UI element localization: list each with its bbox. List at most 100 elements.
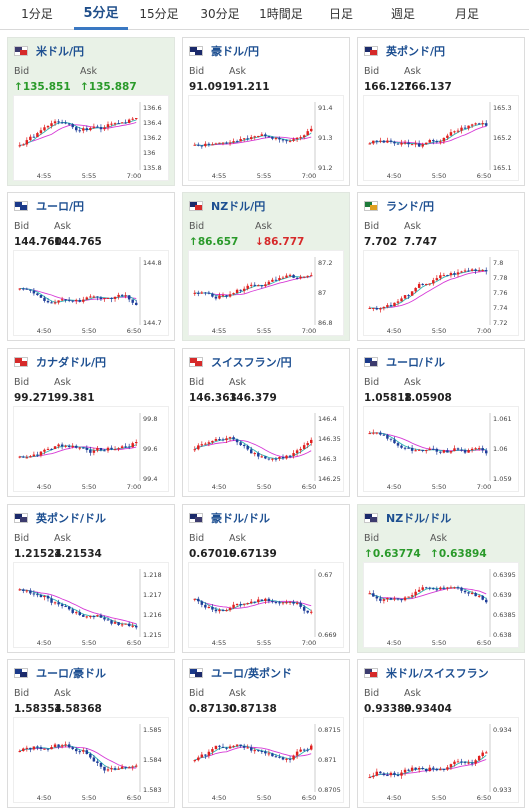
candle (403, 447, 407, 449)
candle (25, 457, 29, 459)
candlestick-chart[interactable]: 7.8 7.78 7.76 7.74 7.72 4:50 5:50 7:00 (363, 250, 519, 336)
ask-value: 166.137 (404, 81, 452, 93)
candle (67, 445, 71, 448)
candle (113, 768, 117, 770)
rate-card[interactable]: ランド/円 Bid Ask 7.702 7.747 7.8 7.78 7.76 7.7… (357, 192, 525, 341)
candle (463, 270, 467, 272)
rate-card[interactable]: 英ポンド/ドル Bid Ask 1.21524 1.21534 1.218 1.2… (7, 504, 175, 653)
candle (214, 296, 218, 299)
pair-name[interactable]: ユーロ/英ポンド (211, 667, 293, 680)
candle (18, 288, 21, 290)
tab-daily[interactable]: 日足 (328, 7, 353, 21)
rate-card[interactable]: 米ドル/円 Bid Ask ↑135.851 ↑135.887 136.6 136… (7, 37, 175, 186)
rate-card[interactable]: 豪ドル/ドル Bid Ask 0.67019 0.67139 0.67 0.669… (182, 504, 350, 653)
pair-name[interactable]: 豪ドル/円 (211, 45, 260, 58)
rate-card[interactable]: NZドル/ドル Bid Ask ↑0.63774 ↑0.63894 0.6395… (357, 504, 525, 653)
pair-title[interactable]: カナダドル/円 (14, 355, 106, 369)
x-tick-label: 5:50 (82, 794, 97, 802)
candlestick-chart[interactable]: 0.67 0.669 4:55 5:55 7:00 (188, 562, 344, 648)
candle (207, 292, 211, 294)
moving-average-short (19, 588, 137, 627)
candle (264, 134, 267, 137)
tab-monthly[interactable]: 月足 (454, 7, 479, 21)
pair-title[interactable]: スイスフラン/円 (189, 355, 292, 369)
candle (106, 619, 110, 621)
y-tick-label: 136.2 (143, 134, 162, 142)
pair-title[interactable]: ランド/円 (364, 199, 434, 213)
pair-name[interactable]: 英ポンド/ドル (36, 512, 107, 525)
pair-title[interactable]: ユーロ/円 (14, 199, 84, 213)
candlestick-chart[interactable]: 87.2 87 86.8 4:55 5:55 7:00 (188, 250, 344, 336)
pair-title[interactable]: 豪ドル/ドル (189, 511, 270, 525)
rate-card[interactable]: カナダドル/円 Bid Ask 99.271 99.381 99.8 99.6 99… (7, 348, 175, 497)
rate-card[interactable]: ユーロ/ドル Bid Ask 1.05818 1.05908 1.061 1.06… (357, 348, 525, 497)
candle (400, 142, 403, 145)
candle (78, 751, 81, 753)
pair-name[interactable]: 米ドル/スイスフラン (386, 667, 489, 680)
pair-title[interactable]: 豪ドル/円 (189, 44, 259, 58)
pair-name[interactable]: カナダドル/円 (36, 356, 107, 369)
tab-1hour[interactable]: 1時間足 (259, 7, 303, 21)
candle (120, 766, 124, 769)
candle (310, 439, 313, 444)
pair-name[interactable]: スイスフラン/円 (211, 356, 292, 369)
pair-title[interactable]: ユーロ/英ポンド (189, 666, 292, 680)
pair-title[interactable]: ユーロ/豪ドル (14, 666, 106, 680)
x-tick-label: 6:50 (127, 639, 142, 647)
pair-title[interactable]: NZドル/円 (189, 199, 265, 213)
candlestick-chart[interactable]: 0.934 0.933 4:50 5:50 6:50 (363, 717, 519, 803)
pair-title[interactable]: ユーロ/ドル (364, 355, 445, 369)
pair-name[interactable]: ユーロ/円 (36, 200, 85, 213)
candle (29, 747, 32, 750)
candlestick-chart[interactable]: 1.218 1.217 1.216 1.215 4:50 5:50 6:50 (13, 562, 169, 648)
pair-name[interactable]: ユーロ/豪ドル (36, 667, 107, 680)
rate-card[interactable]: 米ドル/スイスフラン Bid Ask 0.93389 0.93404 0.934… (357, 659, 525, 808)
candlestick-chart[interactable]: 1.585 1.584 1.583 4:50 5:50 6:50 (13, 717, 169, 803)
tab-1min[interactable]: 1分足 (21, 7, 53, 21)
pair-title[interactable]: 米ドル/円 (14, 44, 84, 58)
tab-weekly[interactable]: 週足 (390, 7, 415, 21)
rate-card[interactable]: 英ポンド/円 Bid Ask 166.127 166.137 165.3 165.… (357, 37, 525, 186)
candlestick-chart[interactable]: 0.8715 0.871 0.8705 4:50 5:50 6:50 (188, 717, 344, 803)
rate-card[interactable]: ユーロ/円 Bid Ask 144.760 144.765 144.8 144.7… (7, 192, 175, 341)
candlestick-chart[interactable]: 146.4 146.35 146.3 146.25 4:50 5:50 6:50 (188, 406, 344, 492)
pair-name[interactable]: ユーロ/ドル (386, 356, 446, 369)
rate-card[interactable]: スイスフラン/円 Bid Ask 146.363 146.379 146.4 14… (182, 348, 350, 497)
rate-card[interactable]: ユーロ/豪ドル Bid Ask 1.58354 1.58368 1.585 1.5… (7, 659, 175, 808)
candle (25, 747, 29, 749)
pair-name[interactable]: ランド/円 (386, 200, 435, 213)
y-tick-label: 136.6 (143, 104, 162, 112)
pair-name[interactable]: NZドル/ドル (386, 512, 452, 525)
rate-card[interactable]: NZドル/円 Bid Ask ↑86.657 ↓86.777 87.2 87 86.… (182, 192, 350, 341)
candle (204, 604, 207, 608)
candle (82, 128, 85, 131)
y-tick-label: 1.584 (143, 756, 162, 764)
candlestick-chart[interactable]: 91.4 91.3 91.2 4:55 5:55 7:00 (188, 95, 344, 181)
pair-name[interactable]: 豪ドル/ドル (211, 512, 271, 525)
x-tick-label: 4:50 (37, 483, 52, 491)
chart-svg: 165.3 165.2 165.1 4:50 5:50 6:50 (368, 102, 512, 180)
rate-card[interactable]: ユーロ/英ポンド Bid Ask 0.87130 0.87138 0.8715 0… (182, 659, 350, 808)
pair-title[interactable]: 米ドル/スイスフラン (364, 666, 489, 680)
pair-title[interactable]: NZドル/ドル (364, 511, 451, 525)
candle (267, 281, 271, 285)
ask-label: Ask (80, 66, 97, 77)
candlestick-chart[interactable]: 99.8 99.6 99.4 4:50 5:50 7:00 (13, 406, 169, 492)
bid-value: 144.760 (14, 236, 62, 248)
candlestick-chart[interactable]: 0.6395 0.639 0.6385 0.638 4:50 5:50 6:50 (363, 562, 519, 648)
pair-title[interactable]: 英ポンド/円 (364, 44, 445, 58)
candlestick-chart[interactable]: 165.3 165.2 165.1 4:50 5:50 6:50 (363, 95, 519, 181)
pair-name[interactable]: NZドル/円 (211, 200, 266, 213)
pair-name[interactable]: 英ポンド/円 (386, 45, 446, 58)
candlestick-chart[interactable]: 144.8 144.7 4:50 5:50 6:50 (13, 250, 169, 336)
tab-15min[interactable]: 15分足 (139, 7, 179, 21)
tab-5min[interactable]: 5分足 (74, 0, 128, 30)
pair-title[interactable]: 英ポンド/ドル (14, 511, 106, 525)
candlestick-chart[interactable]: 136.6 136.4 136.2 136 135.8 4:55 5:55 7:00 (13, 95, 169, 181)
rate-card[interactable]: 豪ドル/円 Bid Ask 91.091 91.211 91.4 91.3 91.2… (182, 37, 350, 186)
candle (302, 606, 306, 611)
candlestick-chart[interactable]: 1.061 1.06 1.059 4:50 5:50 7:00 (363, 406, 519, 492)
pair-name[interactable]: 米ドル/円 (36, 45, 85, 58)
tab-30min[interactable]: 30分足 (200, 7, 240, 21)
candle (379, 771, 382, 774)
